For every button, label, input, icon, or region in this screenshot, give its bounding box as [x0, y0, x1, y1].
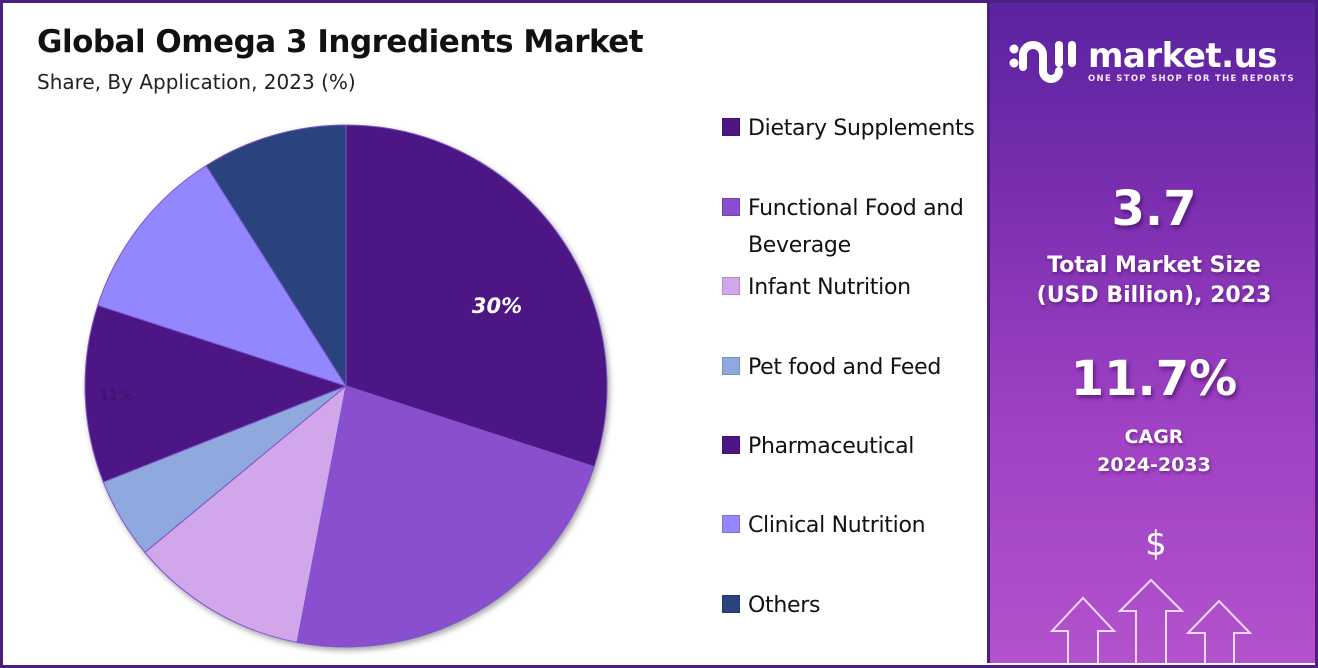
market-size-label: Total Market Size (USD Billion), 2023	[990, 251, 1315, 311]
chart-title: Global Omega 3 Ingredients Market	[37, 24, 644, 60]
cagr-label-line1: CAGR	[1124, 426, 1184, 448]
legend-swatch-icon	[722, 357, 740, 375]
legend-label: Pharmaceutical	[748, 434, 915, 459]
legend-item-pet-food[interactable]: Pet food and Feed	[722, 349, 988, 386]
market-us-logo-icon	[1009, 41, 1076, 83]
arrow-up-right-icon	[1185, 599, 1253, 663]
legend-swatch-icon	[722, 277, 740, 295]
legend-item-infant-nutrition[interactable]: Infant Nutrition	[722, 269, 988, 306]
pie-slice-dietary-supplements[interactable]	[345, 124, 608, 468]
arrow-up-center-icon	[1117, 578, 1185, 663]
legend-swatch-icon	[722, 595, 740, 613]
market-size-label-line2: (USD Billion), 2023	[1036, 283, 1272, 308]
legend-label: Dietary Supplements	[748, 116, 975, 141]
arrow-up-left-icon	[1049, 596, 1117, 663]
pie-slice-clinical-nutrition[interactable]	[97, 164, 348, 387]
legend-item-dietary-supplements[interactable]: Dietary Supplements	[722, 110, 988, 147]
legend-label: Clinical Nutrition	[748, 513, 926, 538]
legend-label: Infant Nutrition	[748, 275, 911, 300]
legend-swatch-icon	[722, 515, 740, 533]
pie-chart: 30% 11%	[84, 124, 608, 648]
legend-item-functional-food[interactable]: Functional Food and Beverage	[722, 190, 988, 264]
legend-label: Pet food and Feed	[748, 355, 942, 380]
brand-logo[interactable]: market.us ONE STOP SHOP FOR THE REPORTS	[1008, 35, 1295, 87]
dollar-icon: $	[1145, 524, 1167, 564]
summary-sidebar: market.us ONE STOP SHOP FOR THE REPORTS …	[987, 3, 1315, 663]
slice-label-pharmaceutical: 11%	[99, 386, 132, 404]
brand-name: market.us	[1088, 36, 1278, 76]
pie-slice-infant-nutrition[interactable]	[144, 384, 347, 643]
market-size-label-line1: Total Market Size	[1047, 253, 1261, 278]
pie-slice-functional-food[interactable]	[296, 385, 595, 648]
cagr-label: CAGR 2024-2033	[990, 423, 1315, 479]
market-size-value: 3.7	[1111, 181, 1197, 237]
legend-swatch-icon	[722, 436, 740, 454]
chart-subtitle: Share, By Application, 2023 (%)	[37, 70, 356, 94]
pie-slices	[84, 124, 608, 648]
brand-tagline: ONE STOP SHOP FOR THE REPORTS	[1088, 74, 1295, 84]
pie-slice-pharmaceutical[interactable]	[84, 304, 348, 483]
legend-swatch-icon	[722, 198, 740, 216]
cagr-value: 11.7%	[1070, 351, 1238, 407]
legend-item-clinical-nutrition[interactable]: Clinical Nutrition	[722, 507, 988, 544]
pie-chart-svg: 30% 11%	[84, 124, 608, 648]
legend-label: Others	[748, 593, 821, 618]
cagr-label-line2: 2024-2033	[1097, 454, 1211, 476]
pie-slice-others[interactable]	[205, 124, 347, 388]
growth-arrows-icon: $	[1049, 524, 1253, 663]
slice-label-dietary-supplements: 30%	[472, 294, 522, 318]
legend-item-pharmaceutical[interactable]: Pharmaceutical	[722, 428, 988, 465]
legend-item-others[interactable]: Others	[722, 587, 988, 624]
legend-swatch-icon	[722, 118, 740, 136]
legend-label: Functional Food and Beverage	[748, 196, 964, 258]
